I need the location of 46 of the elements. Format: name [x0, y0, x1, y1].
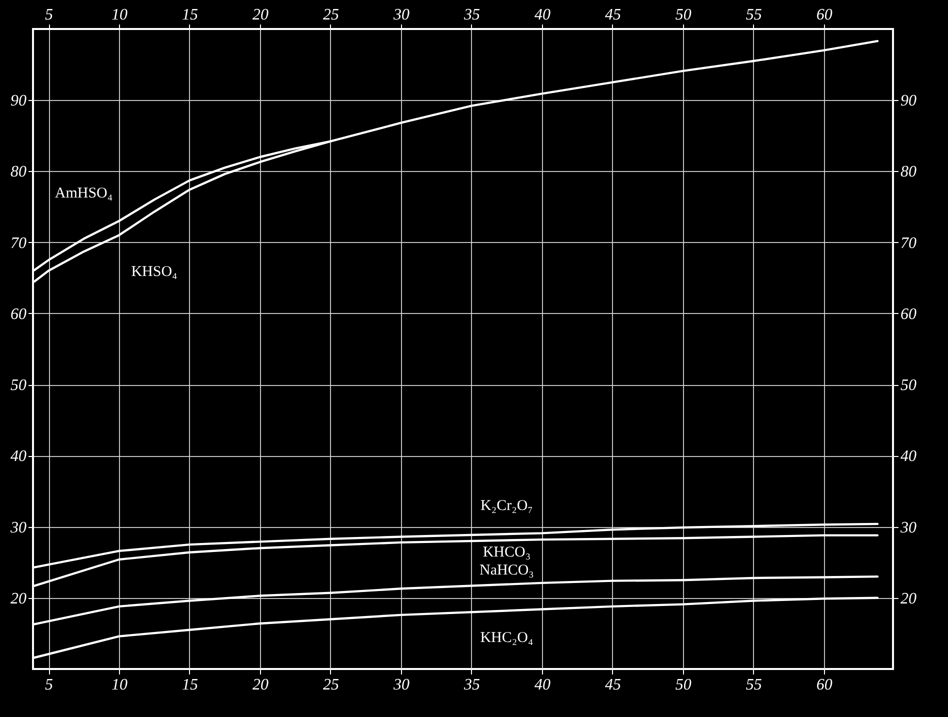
- y2-tick-label: 20: [900, 590, 916, 608]
- x2-tick-label: 25: [322, 676, 339, 694]
- series-label: KHC₂O₄: [480, 630, 534, 646]
- x-tick-label: 40: [534, 6, 550, 24]
- x2-tick-label: 35: [462, 676, 480, 694]
- x-tick-label: 60: [816, 6, 832, 24]
- y-tick-label: 40: [10, 448, 26, 466]
- x2-tick-label: 10: [112, 676, 128, 694]
- x2-tick-label: 55: [746, 676, 762, 694]
- series-label: KHCO₃: [482, 544, 531, 561]
- x2-tick-label: 20: [252, 676, 268, 694]
- x-tick-label: 55: [746, 6, 762, 24]
- series-label: AmHSO₄: [54, 186, 113, 202]
- x-tick-label: 10: [112, 6, 128, 24]
- y2-tick-label: 60: [900, 306, 916, 323]
- x2-tick-label: 50: [675, 676, 692, 694]
- y2-tick-label: 80: [900, 164, 916, 181]
- series-label: K₂Cr₂O₇: [480, 498, 533, 514]
- x2-tick-label: 60: [816, 676, 832, 694]
- x-tick-label: 5: [45, 6, 54, 24]
- y2-tick-label: 30: [900, 519, 916, 536]
- y2-tick-label: 70: [900, 234, 916, 252]
- y-tick-label: 50: [10, 377, 26, 394]
- x-tick-label: 45: [604, 6, 621, 24]
- y-tick-label: 30: [10, 519, 26, 536]
- y2-tick-label: 90: [900, 92, 916, 110]
- x-tick-label: 30: [392, 6, 410, 24]
- x2-tick-label: 5: [45, 676, 54, 694]
- x-tick-label: 15: [182, 6, 198, 24]
- y2-tick-label: 40: [900, 448, 916, 466]
- x-tick-label: 20: [252, 6, 268, 24]
- text: KHSO₄: [131, 264, 178, 280]
- x2-tick-label: 45: [604, 676, 621, 694]
- y-tick-label: 60: [10, 306, 26, 323]
- y-tick-label: 80: [10, 164, 26, 181]
- x-tick-label: 35: [462, 6, 480, 24]
- y-tick-label: 90: [10, 92, 26, 110]
- x2-tick-label: 40: [534, 676, 550, 694]
- x-tick-label: 25: [322, 6, 339, 24]
- y2-tick-label: 50: [900, 377, 916, 394]
- y-tick-label: 20: [10, 590, 26, 608]
- x-tick-label: 50: [675, 6, 692, 24]
- series-label: NaHCO₃: [480, 562, 534, 578]
- x2-tick-label: 30: [392, 676, 410, 694]
- x2-tick-label: 15: [182, 676, 198, 694]
- y-tick-label: 70: [10, 234, 26, 252]
